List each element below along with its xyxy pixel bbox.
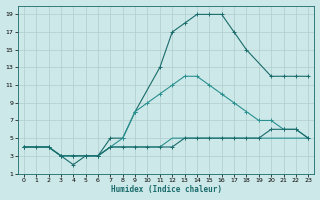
X-axis label: Humidex (Indice chaleur): Humidex (Indice chaleur) — [110, 185, 221, 194]
